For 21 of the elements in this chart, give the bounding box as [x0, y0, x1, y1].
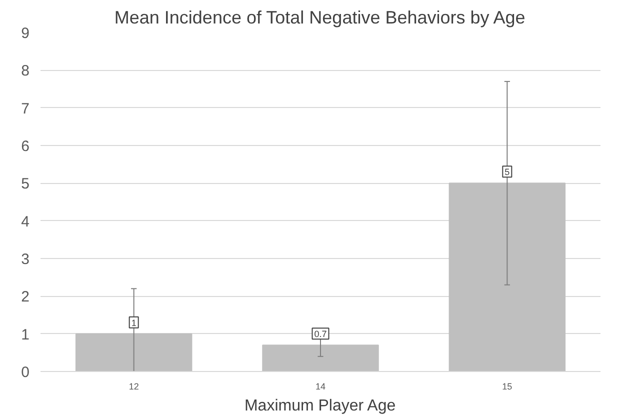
x-tick-label: 14	[315, 382, 326, 392]
x-tick-label: 15	[502, 382, 512, 392]
y-tick-label: 3	[21, 251, 30, 268]
bar	[75, 333, 192, 372]
y-tick-label: 8	[21, 62, 30, 80]
y-tick-label: 2	[21, 288, 30, 306]
data-label: 5	[504, 167, 510, 178]
bar	[262, 344, 379, 372]
data-label: 0.7	[314, 329, 327, 340]
chart-title: Mean Incidence of Total Negative Behaviors by Age	[114, 8, 526, 28]
y-tick-label: 1	[21, 326, 30, 344]
y-tick-label: 0	[21, 364, 30, 381]
x-axis-title: Maximum Player Age	[244, 398, 396, 414]
y-tick-label: 4	[21, 213, 30, 230]
data-label: 1	[131, 318, 136, 328]
y-tick-label: 7	[21, 100, 30, 118]
bar	[448, 182, 566, 372]
y-tick-label: 6	[21, 138, 30, 155]
y-tick-label: 5	[21, 176, 30, 193]
x-tick-label: 12	[128, 382, 139, 392]
y-tick-label: 9	[21, 25, 30, 42]
